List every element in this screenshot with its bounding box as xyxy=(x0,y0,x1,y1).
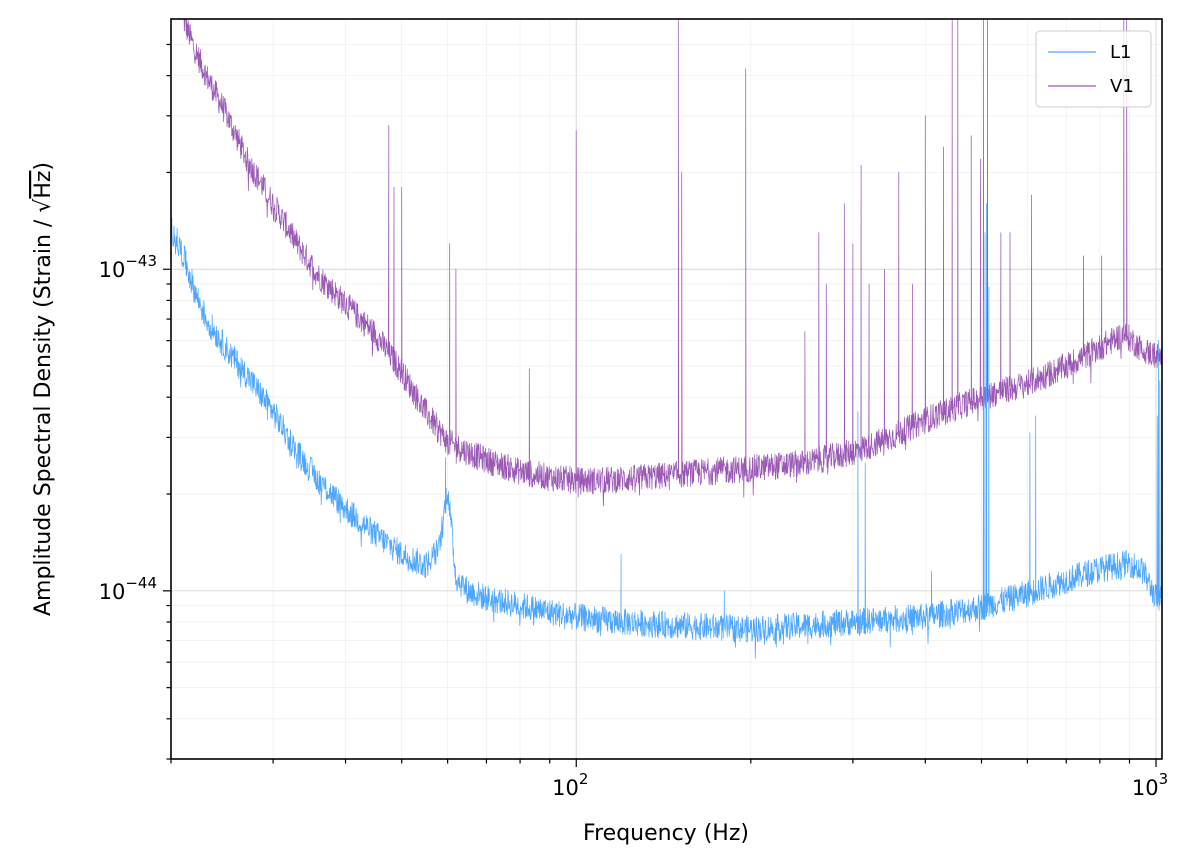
series-line-v1 xyxy=(183,19,1162,507)
series-layer xyxy=(171,19,1162,659)
sqrt-symbol: √ xyxy=(31,198,56,213)
y-tick-label: 10−44 xyxy=(99,574,157,604)
y-axis-label-unit: Hz xyxy=(31,171,56,199)
y-axis-label-suffix: ) xyxy=(31,162,56,171)
y-axis-label-prefix: Amplitude Spectral Density (Strain / xyxy=(31,213,56,616)
legend-label-v1: V1 xyxy=(1110,76,1134,97)
plot-frame xyxy=(170,18,1163,760)
y-tick-label: 10−43 xyxy=(99,252,157,282)
x-axis-label: Frequency (Hz) xyxy=(583,821,749,846)
x-tick-label: 103 xyxy=(1132,770,1168,800)
y-axis-label: Amplitude Spectral Density (Strain / √Hz… xyxy=(31,162,56,616)
legend: L1 V1 xyxy=(1035,30,1152,108)
axis-ticks: 102 103 10−44 10−43 xyxy=(99,43,1168,800)
series-line-l1 xyxy=(171,203,1162,659)
legend-box xyxy=(1035,30,1152,108)
legend-label-l1: L1 xyxy=(1110,42,1131,63)
x-tick-label: 102 xyxy=(552,770,588,800)
